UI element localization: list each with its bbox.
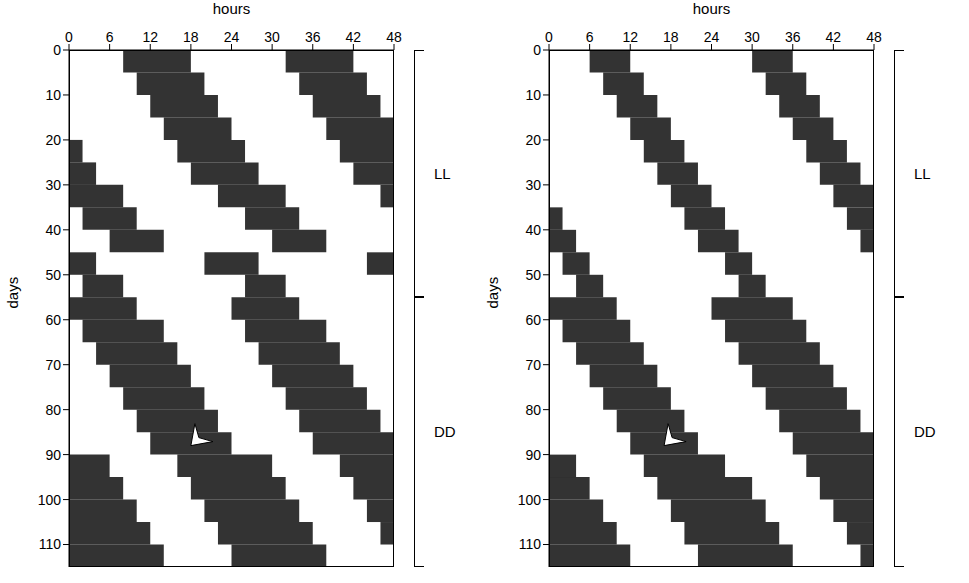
html-text:hours: hours [692,0,731,17]
svg-text:70: 70 [45,357,61,373]
svg-text:days: days [4,277,21,309]
svg-text:12: 12 [142,29,158,45]
svg-text:0: 0 [65,29,73,45]
svg-text:60: 60 [525,312,541,328]
svg-text:50: 50 [45,267,61,283]
svg-text:48: 48 [386,29,402,45]
html-text:LL: LL [434,164,451,182]
html-text:LL: LL [914,164,931,182]
svg-text:30: 30 [525,177,541,193]
svg-text:42: 42 [826,29,842,45]
html-text:DD: DD [434,423,456,441]
svg-text:80: 80 [45,402,61,418]
svg-text:0: 0 [53,42,61,58]
svg-text:30: 30 [45,177,61,193]
svg-text:110: 110 [519,536,542,552]
svg-text:24: 24 [704,29,720,45]
svg-text:18: 18 [663,29,679,45]
svg-text:24: 24 [224,29,240,45]
svg-text:110: 110 [39,536,62,552]
svg-text:20: 20 [45,132,61,148]
svg-text:12: 12 [622,29,638,45]
svg-text:6: 6 [586,29,594,45]
svg-text:48: 48 [866,29,882,45]
svg-text:0: 0 [545,29,553,45]
svg-text:30: 30 [744,29,760,45]
svg-text:100: 100 [38,492,62,508]
svg-text:18: 18 [183,29,199,45]
svg-text:40: 40 [45,222,61,238]
svg-text:10: 10 [525,87,541,103]
svg-text:20: 20 [525,132,541,148]
svg-text:6: 6 [106,29,114,45]
svg-text:70: 70 [525,357,541,373]
svg-text:0: 0 [533,42,541,58]
html-text:hours: hours [212,0,251,17]
svg-text:40: 40 [525,222,541,238]
svg-text:90: 90 [45,447,61,463]
svg-text:60: 60 [45,312,61,328]
svg-text:90: 90 [525,447,541,463]
svg-text:42: 42 [346,29,362,45]
svg-text:100: 100 [518,492,542,508]
svg-text:30: 30 [264,29,280,45]
svg-text:10: 10 [45,87,61,103]
svg-text:36: 36 [785,29,801,45]
html-text:DD: DD [914,423,936,441]
svg-text:80: 80 [525,402,541,418]
svg-text:50: 50 [525,267,541,283]
svg-text:36: 36 [305,29,321,45]
svg-text:days: days [484,277,501,309]
